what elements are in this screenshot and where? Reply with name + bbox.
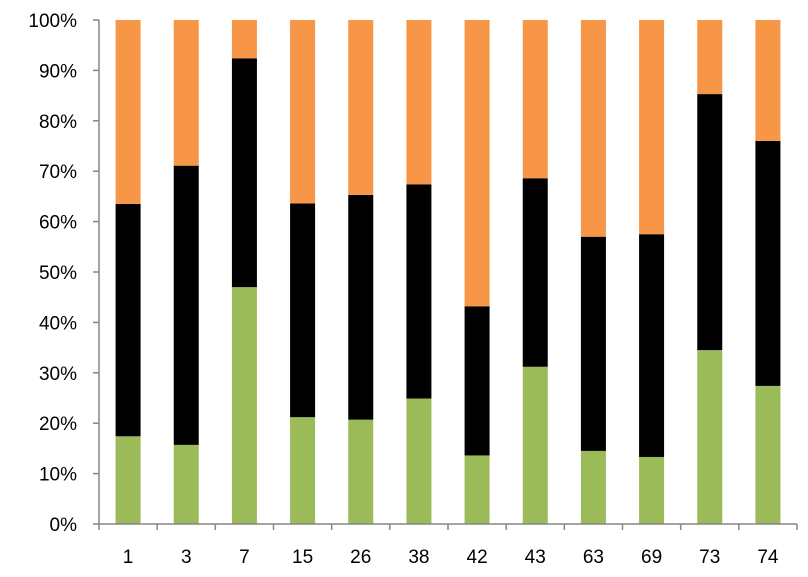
y-tick-label: 100% bbox=[28, 11, 77, 32]
bar-segment-73-series-1 bbox=[697, 350, 723, 524]
y-tick-label: 70% bbox=[39, 162, 77, 183]
x-tick-label: 63 bbox=[583, 547, 604, 568]
bar-segment-26-series-3 bbox=[348, 20, 374, 195]
bar-segment-15-series-1 bbox=[290, 417, 316, 524]
y-tick-label: 60% bbox=[39, 213, 77, 234]
x-tick-label: 69 bbox=[641, 547, 662, 568]
x-tick-label: 1 bbox=[123, 547, 134, 568]
bar-segment-42-series-2 bbox=[464, 306, 490, 456]
bar-segment-69-series-3 bbox=[639, 20, 665, 235]
bar-segment-7-series-2 bbox=[231, 58, 257, 288]
bar-segment-69-series-1 bbox=[639, 456, 665, 524]
x-tick-label: 3 bbox=[181, 547, 192, 568]
bar-segment-63-series-2 bbox=[580, 236, 606, 451]
bar-segment-26-series-2 bbox=[348, 194, 374, 420]
x-tick-label: 38 bbox=[408, 547, 429, 568]
bars-group bbox=[115, 20, 781, 524]
y-tick-label: 20% bbox=[39, 414, 77, 435]
bar-segment-15-series-3 bbox=[290, 20, 316, 204]
bar-segment-63-series-3 bbox=[580, 20, 606, 237]
y-tick-label: 80% bbox=[39, 112, 77, 133]
bar-segment-43-series-1 bbox=[522, 366, 548, 524]
bar-segment-1-series-2 bbox=[115, 203, 141, 437]
bar-segment-7-series-3 bbox=[231, 20, 257, 59]
bar-segment-38-series-2 bbox=[406, 184, 432, 399]
bar-segment-74-series-2 bbox=[755, 140, 781, 386]
bar-segment-42-series-3 bbox=[464, 20, 490, 307]
y-tick-label: 0% bbox=[50, 515, 78, 536]
bar-segment-3-series-2 bbox=[173, 165, 199, 445]
bar-segment-74-series-1 bbox=[755, 385, 781, 524]
bar-segment-73-series-2 bbox=[697, 94, 723, 351]
bar-segment-1-series-3 bbox=[115, 20, 141, 204]
bar-segment-42-series-1 bbox=[464, 455, 490, 524]
x-tick-label: 43 bbox=[525, 547, 546, 568]
bar-segment-43-series-2 bbox=[522, 178, 548, 367]
labels-group: 0% 10% 20% 30% 40% 50% 60% 70% 80% 90% 100% 1 3 7 15 26… bbox=[28, 11, 779, 568]
bar-segment-1-series-1 bbox=[115, 436, 141, 524]
bar-segment-38-series-3 bbox=[406, 20, 432, 185]
x-tick-label: 42 bbox=[467, 547, 488, 568]
bar-segment-3-series-1 bbox=[173, 444, 199, 524]
y-tick-label: 40% bbox=[39, 313, 77, 334]
x-tick-label: 74 bbox=[757, 547, 779, 568]
y-tick-label: 90% bbox=[39, 61, 77, 82]
bar-segment-7-series-1 bbox=[231, 287, 257, 524]
axes-group bbox=[93, 19, 798, 530]
y-tick-label: 10% bbox=[39, 465, 77, 486]
x-tick-label: 26 bbox=[350, 547, 371, 568]
bar-segment-69-series-2 bbox=[639, 234, 665, 457]
x-tick-label: 15 bbox=[292, 547, 313, 568]
bar-segment-43-series-3 bbox=[522, 20, 548, 179]
y-tick-label: 50% bbox=[39, 263, 77, 284]
x-tick-label: 7 bbox=[239, 547, 250, 568]
bar-segment-74-series-3 bbox=[755, 20, 781, 141]
bar-segment-26-series-1 bbox=[348, 419, 374, 524]
bar-segment-3-series-3 bbox=[173, 20, 199, 166]
bar-segment-63-series-1 bbox=[580, 450, 606, 524]
y-tick-label: 30% bbox=[39, 364, 77, 385]
bar-segment-73-series-3 bbox=[697, 20, 723, 95]
bar-segment-38-series-1 bbox=[406, 398, 432, 524]
x-tick-label: 73 bbox=[699, 547, 720, 568]
bar-segment-15-series-2 bbox=[290, 203, 316, 418]
